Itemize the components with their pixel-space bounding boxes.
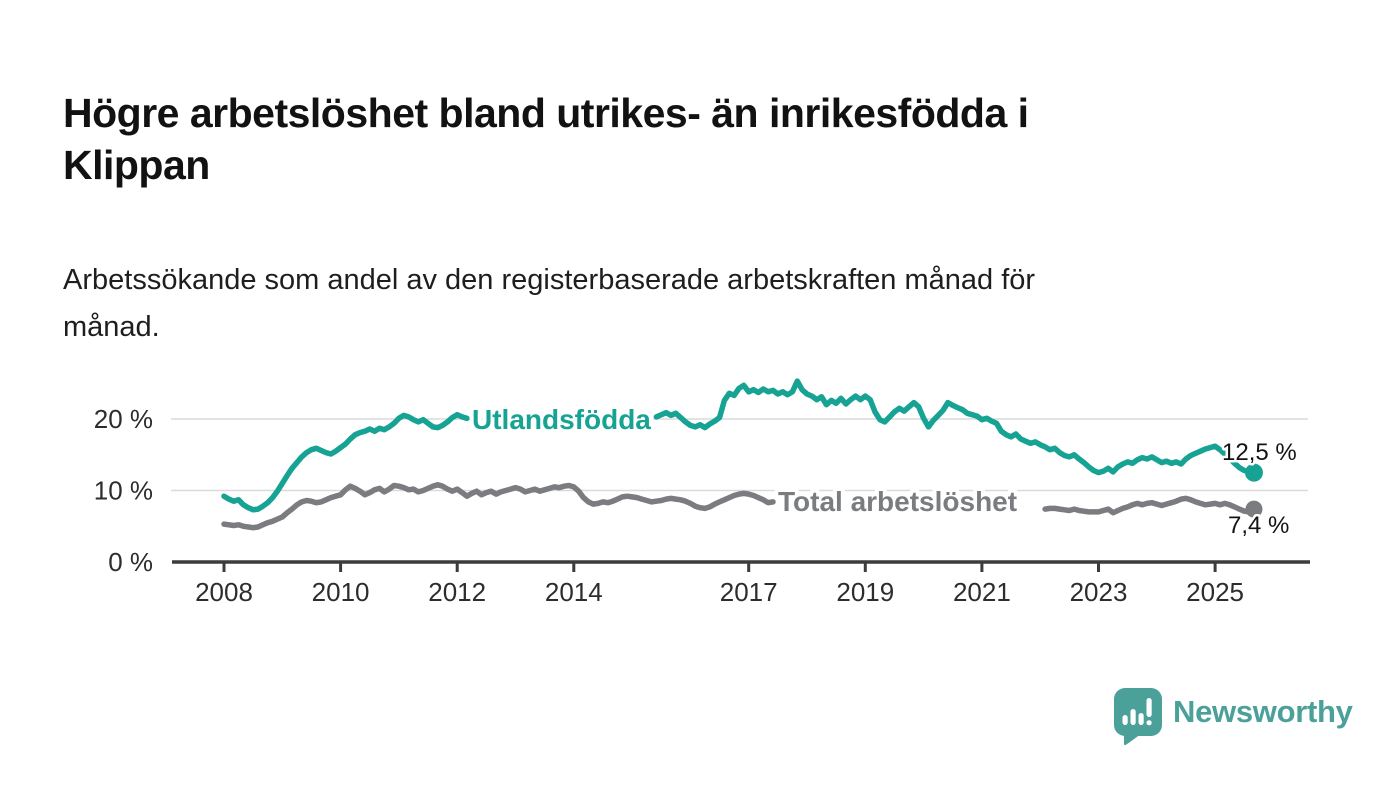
x-tick-label-2008: 2008 [195, 577, 253, 607]
end-value-label-utlandsfodda: 12,5 % [1222, 439, 1297, 466]
series-line-total-0 [221, 482, 776, 531]
x-tick-label-2021: 2021 [953, 577, 1011, 607]
page-subtitle: Arbetssökande som andel av den registerb… [63, 257, 1313, 351]
series-label-total: Total arbetslöshet [778, 486, 1017, 517]
newsworthy-logo-text: Newsworthy [1173, 694, 1353, 729]
x-tick-label-2023: 2023 [1070, 577, 1128, 607]
bar-chart-speech-bubble-icon [1114, 688, 1162, 746]
series-line-utlandsfodda-1 [653, 378, 1257, 476]
page-subtitle-line1: Arbetssökande som andel av den registerb… [63, 264, 1036, 296]
x-tick-label-2017: 2017 [720, 577, 778, 607]
series-label-utlandsfodda: Utlandsfödda [472, 404, 651, 435]
x-tick-label-2014: 2014 [545, 577, 603, 607]
x-tick-label-2012: 2012 [428, 577, 486, 607]
newsworthy-logo: Newsworthy [1114, 688, 1353, 746]
end-value-label-total: 7,4 % [1228, 512, 1289, 539]
y-tick-label-0: 0 % [108, 547, 153, 577]
x-tick-label-2010: 2010 [312, 577, 370, 607]
page-subtitle-line2: månad. [63, 311, 160, 343]
x-tick-label-2025: 2025 [1186, 577, 1244, 607]
y-tick-label-20: 20 % [94, 404, 153, 434]
series-end-dot-utlandsfodda [1244, 463, 1263, 482]
page-title-line1: Högre arbetslöshet bland utrikes- än inr… [63, 90, 1029, 137]
series-line-total-1 [1042, 495, 1257, 516]
series-end-dot-total [1245, 500, 1263, 518]
x-tick-label-2019: 2019 [836, 577, 894, 607]
page-title-line2: Klippan [63, 142, 210, 189]
series-line-utlandsfodda-0 [221, 411, 470, 513]
page-title: Högre arbetslöshet bland utrikes- än inr… [63, 87, 1313, 191]
y-tick-label-10: 10 % [94, 476, 153, 506]
